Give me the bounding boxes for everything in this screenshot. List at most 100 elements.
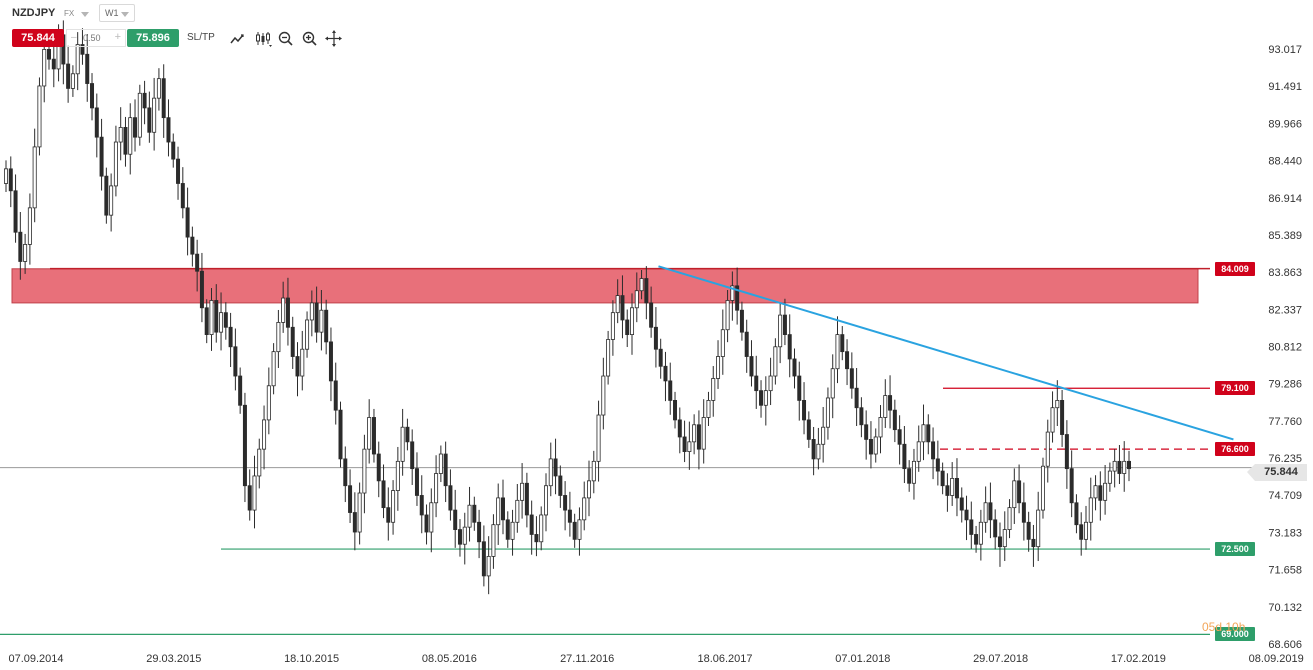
candle-body <box>1083 521 1088 540</box>
candle-body <box>199 270 204 309</box>
candle-body <box>682 436 687 452</box>
candle <box>811 426 816 476</box>
candle <box>792 348 797 389</box>
increase-button[interactable]: + <box>114 31 121 43</box>
chevron-down-icon[interactable] <box>81 12 89 17</box>
candle-body <box>257 448 262 477</box>
candle-body <box>371 417 376 455</box>
candle-body <box>864 424 869 440</box>
candle <box>472 496 477 531</box>
crosshair-icon[interactable] <box>325 30 343 48</box>
candle-body <box>835 334 840 370</box>
candle <box>653 307 658 368</box>
candle-body <box>367 417 372 450</box>
candle-body <box>567 509 572 523</box>
candle-body <box>90 83 95 109</box>
candle <box>309 290 314 337</box>
candle <box>696 410 701 470</box>
candle <box>166 99 171 157</box>
candle <box>1083 505 1088 550</box>
candle <box>763 376 768 426</box>
candle-body <box>634 290 639 309</box>
candle-body <box>907 468 912 484</box>
spread-stepper[interactable]: – 0.50 + <box>66 29 126 47</box>
level-badge[interactable]: 72.500 <box>1215 542 1255 557</box>
candle <box>429 488 434 553</box>
candle <box>23 233 28 274</box>
zoom-out-icon[interactable] <box>277 30 295 48</box>
timeframe-select[interactable]: W1 <box>99 4 135 22</box>
candle <box>386 487 391 541</box>
candle-body <box>1021 502 1026 523</box>
candle-body <box>357 492 362 533</box>
candle-body <box>606 339 611 377</box>
candle <box>190 226 195 267</box>
candle <box>978 509 983 561</box>
candle <box>176 146 181 200</box>
candle-body <box>47 49 52 60</box>
sltp-button[interactable]: SL/TP <box>187 32 215 43</box>
level-badge[interactable]: 79.100 <box>1215 381 1255 396</box>
line-chart-icon[interactable] <box>229 30 247 48</box>
candle-body <box>505 519 510 540</box>
candle-body <box>677 419 682 438</box>
candle <box>701 399 706 464</box>
candle <box>276 309 281 368</box>
candle <box>4 160 9 193</box>
candle-body <box>266 385 271 421</box>
candle-body <box>902 443 907 470</box>
candle-body <box>410 441 415 470</box>
candle <box>1098 471 1103 521</box>
candle-body <box>735 285 740 311</box>
current-price-badge: 75.844 <box>1255 464 1307 481</box>
candle-body <box>419 495 424 516</box>
candle <box>878 405 883 454</box>
candle <box>601 357 606 430</box>
x-tick-label: 07.09.2014 <box>8 653 63 665</box>
candle <box>295 342 300 397</box>
candle <box>1055 380 1060 426</box>
candle-body <box>577 519 582 540</box>
candle <box>897 415 902 465</box>
candle-body <box>840 334 845 353</box>
candle <box>180 167 185 219</box>
sell-button[interactable]: 75.844 <box>12 29 64 47</box>
candle <box>1074 494 1079 534</box>
candle <box>247 469 252 521</box>
candle <box>883 379 888 428</box>
candle <box>400 408 405 476</box>
candle <box>830 354 835 419</box>
candle <box>348 469 353 524</box>
candle-body <box>391 490 396 523</box>
candle-body <box>70 73 75 89</box>
candle <box>252 455 257 529</box>
candle-body <box>959 497 964 511</box>
candle <box>391 480 396 535</box>
candle-body <box>673 400 678 421</box>
zoom-in-icon[interactable] <box>301 30 319 48</box>
candle <box>725 289 730 343</box>
x-tick-label: 08.09.2019 <box>1249 653 1304 665</box>
candle-body <box>940 470 945 487</box>
candle-body <box>845 351 850 370</box>
candle-body <box>1012 480 1017 509</box>
candle <box>730 271 735 321</box>
candle-body <box>730 285 735 301</box>
candlestick-icon[interactable] <box>254 30 272 48</box>
level-badge[interactable]: 84.009 <box>1215 261 1255 276</box>
candle <box>228 312 233 368</box>
level-badge[interactable]: 69.000 <box>1215 627 1255 642</box>
candle-body <box>219 312 224 333</box>
candle <box>491 514 496 569</box>
buy-button[interactable]: 75.896 <box>127 29 179 47</box>
candle-body <box>305 319 310 350</box>
level-badge[interactable]: 76.600 <box>1215 442 1255 457</box>
decrease-button[interactable]: – <box>71 32 77 43</box>
candle-body <box>816 443 821 460</box>
candle-body <box>457 529 462 545</box>
symbol-label[interactable]: NZDJPY <box>12 7 56 19</box>
candle-body <box>644 278 649 304</box>
candle-body <box>687 441 692 452</box>
candle <box>773 338 778 385</box>
